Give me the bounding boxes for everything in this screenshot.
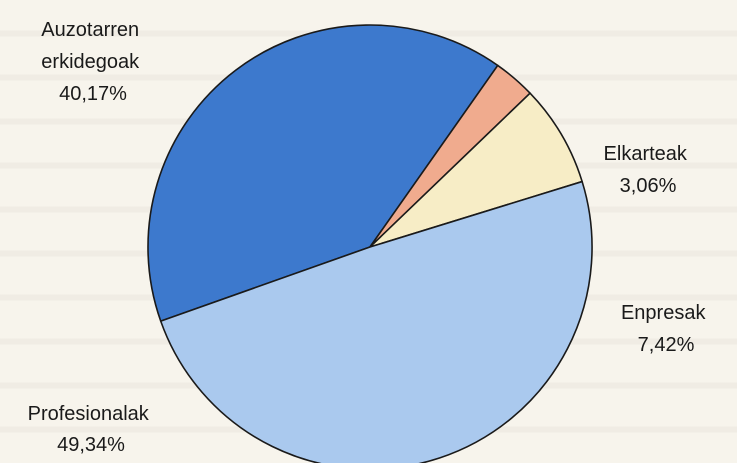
label-elkarteak: Elkarteak 3,06%	[604, 143, 693, 197]
label-auzotarren: Auzotarren erkidegoak 40,17%	[41, 19, 144, 105]
pie-labels: Auzotarren erkidegoak 40,17% Elkarteak 3…	[28, 19, 711, 456]
label-enpresak: Enpresak 7,42%	[621, 302, 711, 356]
pie-slices	[147, 24, 593, 463]
label-profesionalak: Profesionalak 49,34%	[28, 403, 155, 456]
pie-slice-3	[159, 180, 593, 463]
pie-slice-0	[147, 24, 499, 322]
pie-slice-2	[369, 92, 583, 248]
